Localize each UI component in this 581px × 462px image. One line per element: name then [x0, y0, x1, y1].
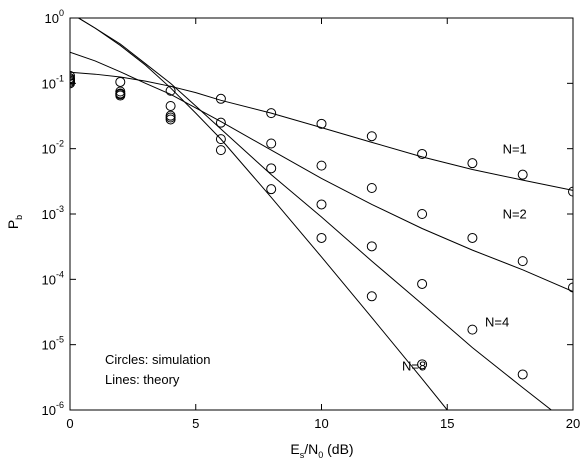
- y-axis-label: Pb: [5, 215, 24, 229]
- sim-point-N=2: [266, 138, 277, 149]
- sim-point-N=8: [417, 359, 428, 370]
- y-tick-label: 10-3: [42, 204, 64, 222]
- series-label-N=2: N=2: [503, 207, 527, 222]
- sim-point-N=2: [517, 256, 528, 267]
- y-tick-label: 10-2: [42, 139, 64, 157]
- sim-point-N=2: [467, 232, 478, 243]
- annotation-theory: Lines: theory: [105, 372, 180, 387]
- sim-point-N=2: [165, 100, 176, 111]
- sim-point-N=2: [215, 117, 226, 128]
- sim-point-N=1: [115, 76, 126, 87]
- sim-point-N=4: [417, 278, 428, 289]
- x-tick-label: 15: [440, 416, 454, 431]
- sim-point-N=4: [115, 86, 126, 97]
- theory-line-N=8: [77, 18, 448, 410]
- sim-point-N=1: [366, 131, 377, 142]
- sim-point-N=2: [568, 282, 573, 293]
- sim-point-N=2: [316, 160, 327, 171]
- sim-point-N=1: [316, 118, 327, 129]
- sim-point-N=8: [316, 232, 327, 243]
- sim-point-N=1: [215, 93, 226, 104]
- sim-point-N=1: [70, 70, 75, 81]
- sim-point-N=4: [467, 324, 478, 335]
- annotation-simulation: Circles: simulation: [105, 352, 210, 367]
- series-label-N=8: N=8: [402, 359, 426, 374]
- x-tick-label: 10: [314, 416, 328, 431]
- sim-point-N=1: [568, 186, 573, 197]
- sim-point-N=1: [417, 148, 428, 159]
- theory-line-N=2: [70, 51, 573, 293]
- theory-line-N=1: [70, 71, 573, 191]
- y-tick-label: 10-5: [42, 335, 64, 353]
- sim-point-N=2: [366, 183, 377, 194]
- sim-point-N=4: [266, 163, 277, 174]
- sim-point-N=8: [266, 184, 277, 195]
- series-label-N=1: N=1: [503, 141, 527, 156]
- sim-point-N=2: [417, 209, 428, 219]
- y-tick-label: 10-1: [42, 73, 64, 91]
- y-tick-label: 10-6: [42, 400, 64, 418]
- simulation-markers: [70, 70, 573, 380]
- sim-point-N=2: [70, 73, 75, 84]
- sim-point-N=4: [316, 199, 327, 210]
- series-label-N=4: N=4: [485, 314, 509, 329]
- x-tick-label: 0: [66, 416, 73, 431]
- sim-point-N=1: [467, 158, 478, 169]
- sim-point-N=1: [266, 108, 277, 119]
- y-tick-label: 100: [45, 8, 64, 26]
- axis-ticks: 0 5 10 15 20 100 10-1 10-2 10-3 10-4 10-5 10-6: [42, 8, 581, 431]
- sim-point-N=1: [165, 85, 176, 96]
- sim-point-N=4: [215, 134, 226, 145]
- sim-point-N=4: [366, 241, 377, 252]
- series-labels: N=1 N=2 N=4 N=8: [402, 141, 527, 373]
- x-tick-label: 5: [192, 416, 199, 431]
- sim-point-N=4: [517, 369, 528, 380]
- x-tick-label: 20: [566, 416, 580, 431]
- theory-line-N=4: [77, 18, 553, 410]
- theory-lines: [70, 18, 573, 410]
- sim-point-N=8: [366, 291, 377, 302]
- sim-point-N=8: [70, 75, 75, 86]
- sim-point-N=8: [115, 89, 126, 100]
- sim-point-N=1: [517, 169, 528, 180]
- sim-point-N=8: [215, 145, 226, 156]
- sim-point-N=8: [165, 112, 176, 123]
- x-axis-label: Es/N0 (dB): [290, 441, 353, 460]
- y-tick-label: 10-4: [42, 269, 64, 287]
